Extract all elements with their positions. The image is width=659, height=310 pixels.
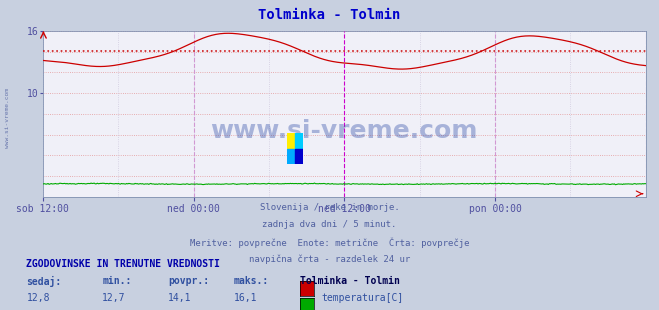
Text: www.si-vreme.com: www.si-vreme.com xyxy=(5,88,11,148)
Bar xyxy=(295,133,303,149)
Text: temperatura[C]: temperatura[C] xyxy=(321,293,403,303)
Text: ZGODOVINSKE IN TRENUTNE VREDNOSTI: ZGODOVINSKE IN TRENUTNE VREDNOSTI xyxy=(26,259,220,269)
Text: Tolminka - Tolmin: Tolminka - Tolmin xyxy=(258,8,401,22)
Text: 16,1: 16,1 xyxy=(234,293,258,303)
Text: 12,8: 12,8 xyxy=(26,293,50,303)
Text: Meritve: povprečne  Enote: metrične  Črta: povprečje: Meritve: povprečne Enote: metrične Črta:… xyxy=(190,237,469,248)
Text: zadnja dva dni / 5 minut.: zadnja dva dni / 5 minut. xyxy=(262,220,397,229)
Text: Tolminka - Tolmin: Tolminka - Tolmin xyxy=(300,276,400,286)
Text: www.si-vreme.com: www.si-vreme.com xyxy=(211,118,478,143)
Bar xyxy=(287,149,295,164)
Text: sedaj:: sedaj: xyxy=(26,276,61,287)
Text: maks.:: maks.: xyxy=(234,276,269,286)
Text: Slovenija / reke in morje.: Slovenija / reke in morje. xyxy=(260,203,399,212)
Bar xyxy=(295,149,303,164)
Text: 12,7: 12,7 xyxy=(102,293,126,303)
Text: navpična črta - razdelek 24 ur: navpična črta - razdelek 24 ur xyxy=(249,254,410,264)
Text: min.:: min.: xyxy=(102,276,132,286)
Text: povpr.:: povpr.: xyxy=(168,276,209,286)
Text: 14,1: 14,1 xyxy=(168,293,192,303)
Bar xyxy=(287,133,295,149)
